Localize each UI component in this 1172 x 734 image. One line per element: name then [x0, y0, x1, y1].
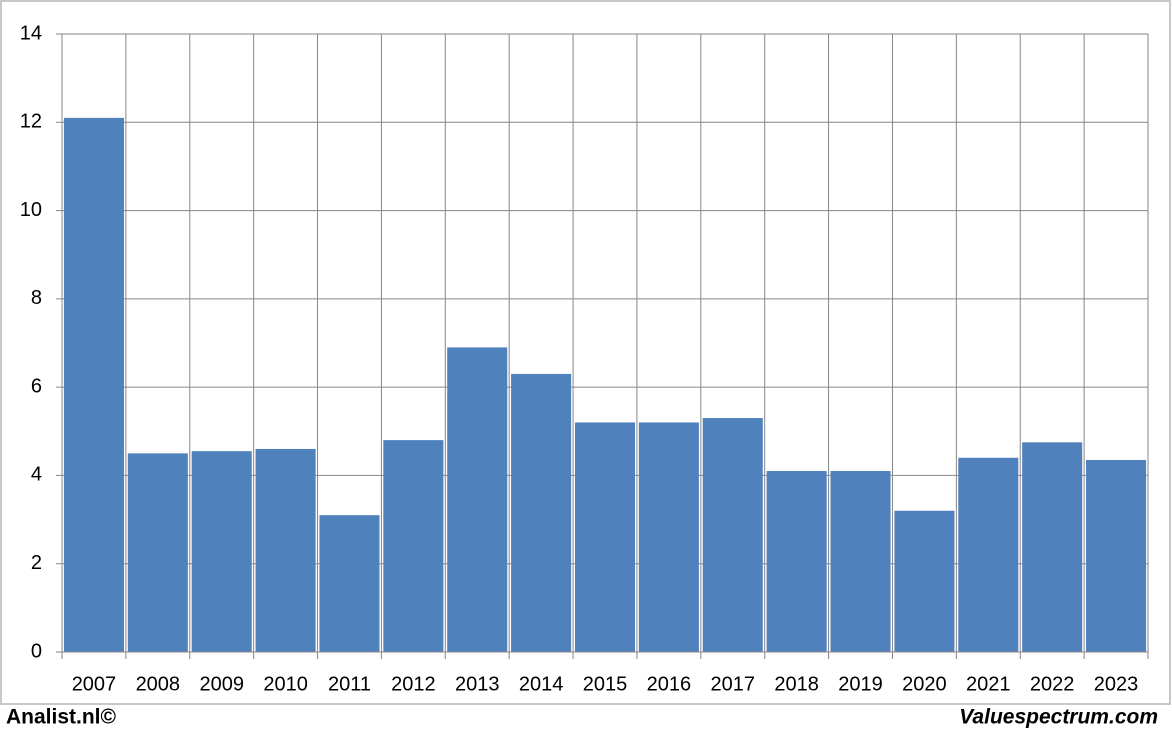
y-tick-label: 8: [31, 287, 42, 309]
x-tick-label: 2007: [72, 673, 117, 695]
x-tick-label: 2015: [583, 673, 628, 695]
bar: [830, 471, 891, 652]
x-tick-label: 2021: [966, 673, 1011, 695]
x-tick-label: 2018: [774, 673, 819, 695]
x-tick-label: 2022: [1030, 673, 1075, 695]
bar: [127, 453, 188, 652]
x-tick-label: 2023: [1094, 673, 1139, 695]
y-tick-label: 6: [31, 375, 42, 397]
x-tick-label: 2016: [647, 673, 692, 695]
bar: [319, 515, 380, 652]
bar: [702, 418, 763, 652]
x-tick-label: 2019: [838, 673, 883, 695]
x-tick-label: 2009: [199, 673, 244, 695]
bar: [574, 422, 636, 652]
bar: [511, 373, 572, 652]
x-tick-label: 2013: [455, 673, 500, 695]
bar: [1022, 442, 1083, 652]
y-tick-label: 14: [20, 22, 42, 44]
x-tick-label: 2014: [519, 673, 564, 695]
x-tick-label: 2008: [136, 673, 181, 695]
x-tick-label: 2011: [328, 673, 371, 695]
bar: [766, 471, 827, 652]
bar: [638, 422, 699, 652]
x-tick-label: 2012: [391, 673, 436, 695]
bar: [894, 510, 955, 652]
bar: [447, 347, 508, 652]
y-tick-label: 12: [20, 111, 42, 133]
bar: [1086, 459, 1147, 652]
x-tick-label: 2017: [711, 673, 756, 695]
credit-left: Analist.nl©: [6, 706, 117, 729]
y-tick-label: 2: [31, 552, 42, 574]
bar: [191, 451, 252, 652]
bar: [255, 448, 316, 652]
x-tick-label: 2020: [902, 673, 947, 695]
credit-right: Valuespectrum.com: [959, 706, 1158, 729]
bar: [958, 457, 1019, 652]
y-tick-label: 10: [20, 199, 42, 221]
bar: [63, 117, 124, 652]
bar: [383, 440, 444, 652]
x-tick-label: 2010: [263, 673, 308, 695]
y-tick-label: 4: [31, 464, 42, 486]
y-tick-label: 0: [31, 640, 42, 662]
